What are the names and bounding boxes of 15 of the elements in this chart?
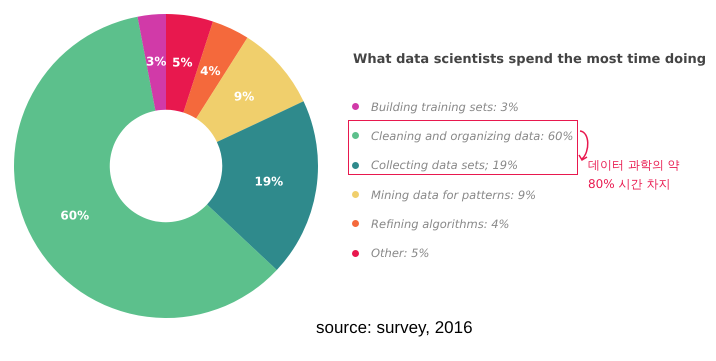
data-label: 4% — [200, 64, 221, 78]
data-label: 19% — [254, 174, 284, 188]
legend-label: Mining data for patterns: 9% — [370, 186, 538, 204]
text: What data scientists spend the most time doing — [353, 52, 706, 67]
legend-label: Collecting data sets; 19% — [370, 157, 520, 174]
legend-label: Cleaning and organizing data: 60% — [370, 128, 574, 145]
data-label: 60% — [60, 208, 90, 222]
data-label: 9% — [234, 89, 254, 104]
data-label: 5% — [172, 55, 192, 70]
text: 데이터 과학의 약 80% 시간 차지 — [588, 157, 681, 193]
legend-label: Refining algorithms: 4% — [370, 216, 510, 233]
data-label: 3% — [146, 54, 166, 68]
legend-label: Building training sets: 3% — [370, 98, 520, 116]
legend-label: Other: 5% — [370, 245, 430, 262]
source-note: source: survey, 2016 — [316, 318, 473, 338]
